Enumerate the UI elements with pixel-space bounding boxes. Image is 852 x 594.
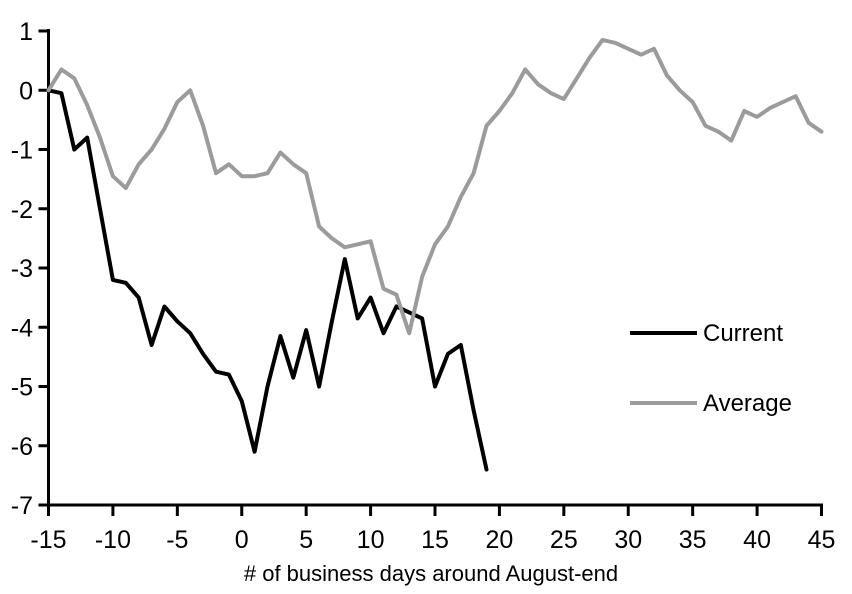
y-tick-label: -5 [11,374,33,402]
y-tick-label: -4 [11,314,33,342]
y-tick-label: -3 [11,255,33,283]
x-tick-label: 40 [743,526,771,554]
x-axis-title: # of business days around August-end [244,561,618,586]
x-tick-label: 30 [614,526,642,554]
average-series-line [46,37,824,336]
x-tick-label: 0 [235,526,249,554]
legend-label-average: Average [703,390,792,417]
legend: Current Average [630,320,792,417]
y-tick-label: -2 [11,196,33,224]
y-tick-label: 0 [19,77,33,105]
x-tick-label: 45 [808,526,836,554]
x-tick-label: 20 [486,526,514,554]
x-tick-label: 25 [550,526,578,554]
x-tick-label: -10 [95,526,131,554]
x-tick-label: -15 [30,526,66,554]
x-tick-label: -5 [166,526,188,554]
x-tick-label: 35 [679,526,707,554]
axes: 10-1-2-3-4-5-6-7-15 -10 -5 0 5 10 15 20 25 30 35 40… [11,18,836,554]
x-tick-label: 5 [299,526,313,554]
y-tick-label: -6 [11,433,33,461]
y-tick-label: -7 [11,492,33,520]
series-lines [46,37,824,472]
y-tick-label: 1 [19,18,33,46]
legend-label-current: Current [703,320,783,347]
y-tick-label: -1 [11,137,33,165]
x-tick-label: 15 [421,526,449,554]
x-tick-label: 10 [357,526,385,554]
